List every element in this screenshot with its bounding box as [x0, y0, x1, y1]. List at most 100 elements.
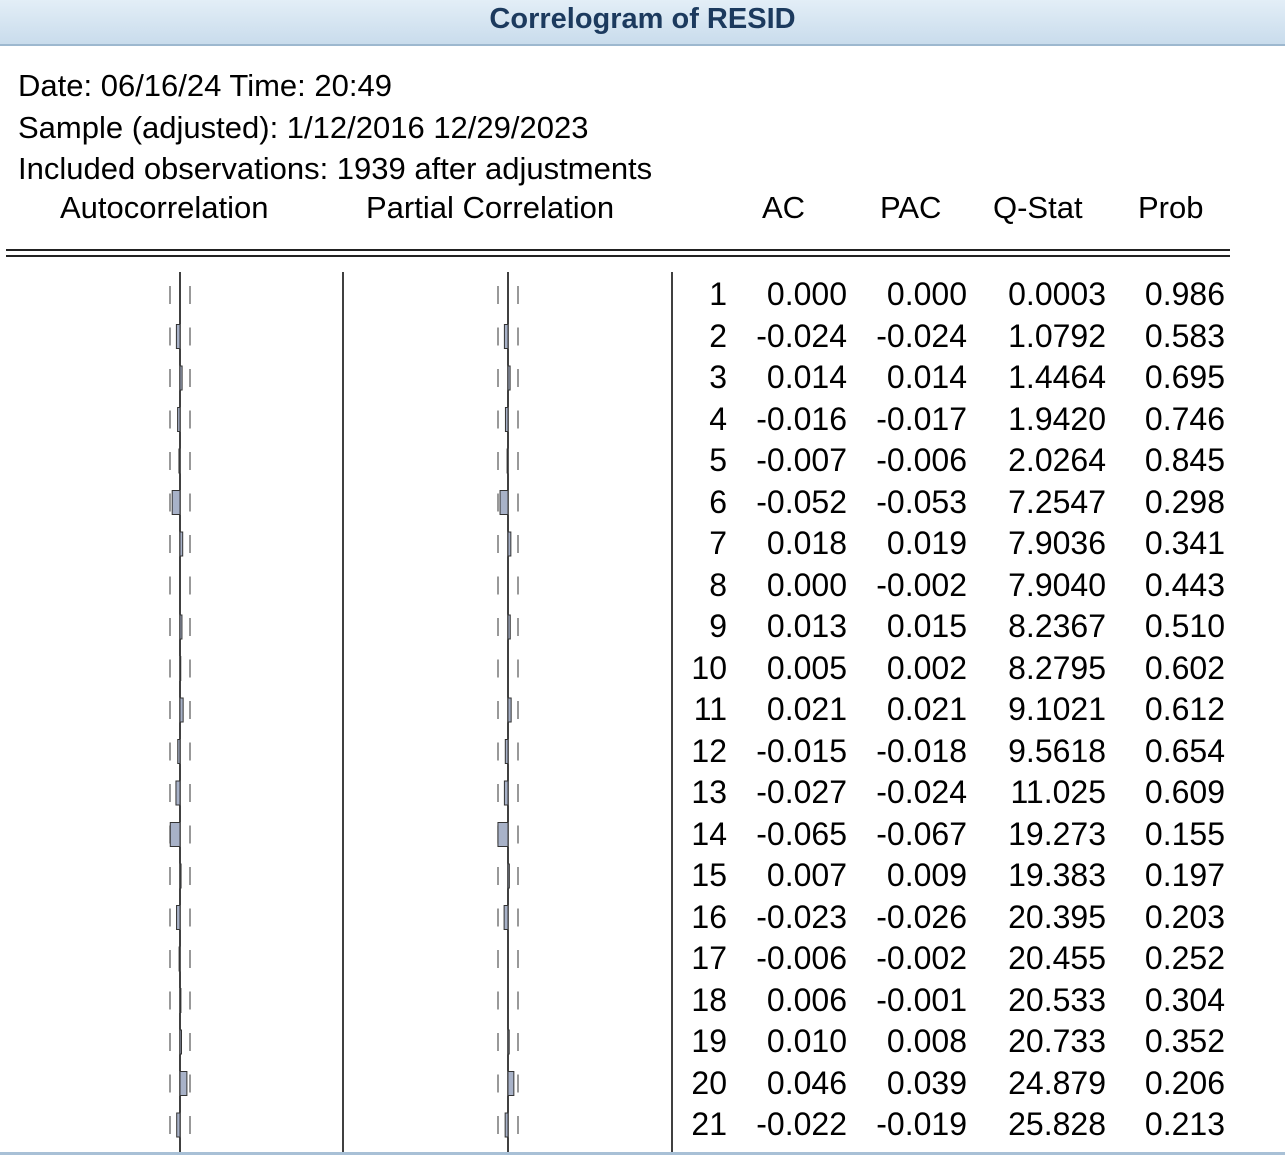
qstat-cell: 19.383 [1008, 857, 1106, 893]
prob-cell: 0.206 [1144, 1064, 1225, 1101]
ac-bar [179, 1071, 188, 1096]
pac-bar [507, 697, 512, 723]
prob-cell: 0.845 [1144, 442, 1225, 478]
prob-cell: 0.155 [1144, 815, 1225, 852]
ac-cell: 0.010 [766, 1023, 847, 1059]
prob-cell: 0.612 [1144, 691, 1225, 727]
lag-cell: 15 [691, 857, 727, 893]
lag-cell: 13 [691, 774, 727, 810]
pac-cell: -0.002 [876, 940, 967, 976]
header-prob: Prob [1138, 190, 1204, 225]
qstat-cell: 20.455 [1008, 940, 1106, 976]
ac-cell: 0.046 [766, 1064, 847, 1101]
prob-cell: 0.352 [1144, 1023, 1225, 1059]
pac-cell: -0.002 [876, 566, 967, 603]
window-title: Correlogram of RESID [0, 0, 1285, 46]
pac-bar [507, 863, 510, 889]
qstat-cell: 1.4464 [1008, 359, 1106, 395]
header-qstat: Q-Stat [993, 190, 1083, 225]
header-ac: AC [762, 190, 806, 225]
pac-bar [507, 1071, 515, 1096]
ac-cell: -0.016 [756, 400, 847, 437]
lag-cell: 17 [691, 940, 727, 976]
observations-line: Included observations: 1939 after adjust… [18, 151, 653, 186]
prob-cell: 0.609 [1144, 774, 1225, 810]
prob-cell: 0.654 [1144, 732, 1225, 769]
lag-cell: 19 [691, 1023, 727, 1059]
pac-bar [507, 614, 511, 640]
ac-bar [178, 946, 181, 972]
lag-cell: 14 [691, 815, 727, 852]
ac-cell: -0.023 [756, 898, 847, 935]
pac-cell: 0.009 [886, 857, 967, 893]
qstat-cell: 19.273 [1008, 815, 1106, 852]
qstat-cell: 9.5618 [1008, 732, 1106, 769]
ac-bar [178, 448, 181, 474]
ac-cell: 0.000 [766, 276, 847, 312]
ac-cell: -0.065 [756, 815, 847, 852]
window-bottom-border [0, 1152, 1285, 1155]
ac-bar [179, 697, 184, 723]
pac-bar [503, 780, 509, 806]
pac-bar [506, 448, 509, 474]
ac-bar [177, 739, 181, 764]
lag-cell: 21 [691, 1106, 727, 1142]
qstat-cell: 1.9420 [1008, 400, 1106, 437]
header-divider-top [6, 249, 1230, 251]
ac-cell: 0.005 [766, 649, 847, 686]
ac-cell: -0.007 [756, 442, 847, 478]
pac-bar [503, 905, 509, 930]
prob-cell: 0.341 [1144, 525, 1225, 561]
ac-bar [179, 988, 182, 1013]
ac-cell: -0.015 [756, 732, 847, 769]
qstat-cell: 11.025 [1010, 774, 1107, 810]
ac-cell: -0.022 [756, 1106, 847, 1142]
prob-cell: 0.602 [1144, 649, 1225, 686]
pac-cell: 0.019 [886, 525, 967, 561]
qstat-cell: 7.9036 [1008, 525, 1106, 561]
lag-cell: 9 [709, 608, 727, 644]
lag-cell: 4 [709, 400, 727, 437]
pac-cell: -0.001 [876, 981, 967, 1018]
pac-cell: -0.017 [876, 400, 967, 437]
ac-bar [175, 324, 181, 349]
ac-bar [169, 822, 181, 847]
ac-cell: 0.018 [766, 525, 847, 561]
pac-bar [504, 407, 509, 432]
pac-cell: 0.014 [886, 359, 967, 395]
pac-cell: 0.008 [886, 1023, 967, 1059]
lag-cell: 11 [693, 691, 727, 727]
pac-cell: -0.018 [876, 732, 967, 769]
lag-cell: 7 [709, 525, 727, 561]
lag-cell: 1 [709, 276, 727, 312]
prob-cell: 0.298 [1144, 483, 1225, 520]
ac-cell: 0.014 [766, 359, 847, 395]
prob-cell: 0.252 [1144, 940, 1225, 976]
qstat-cell: 1.0792 [1008, 317, 1106, 354]
lag-cell: 8 [709, 566, 727, 603]
ac-cell: -0.052 [756, 483, 847, 520]
ac-cell: 0.007 [766, 857, 847, 893]
pac-cell: -0.053 [876, 483, 967, 520]
sample-line: Sample (adjusted): 1/12/2016 12/29/2023 [18, 110, 589, 145]
ac-cell: -0.006 [756, 940, 847, 976]
pac-bar [504, 739, 509, 764]
qstat-cell: 8.2795 [1008, 649, 1106, 686]
pac-bar [507, 531, 512, 557]
qstat-cell: 7.9040 [1008, 566, 1106, 603]
qstat-cell: 20.533 [1008, 981, 1106, 1018]
qstat-cell: 20.733 [1008, 1023, 1106, 1059]
header-pac: PAC [880, 190, 942, 225]
header-autocorrelation: Autocorrelation [60, 190, 269, 225]
lag-cell: 2 [709, 317, 727, 354]
ac-bar [179, 863, 182, 889]
ac-cell: -0.024 [756, 317, 847, 354]
pac-cell: 0.021 [886, 691, 967, 727]
pac-bar [503, 324, 509, 349]
prob-cell: 0.510 [1144, 608, 1225, 644]
qstat-cell: 20.395 [1008, 898, 1106, 935]
prob-cell: 0.583 [1144, 317, 1225, 354]
pac-cell: -0.019 [876, 1106, 967, 1142]
pac-cell: 0.015 [886, 608, 967, 644]
